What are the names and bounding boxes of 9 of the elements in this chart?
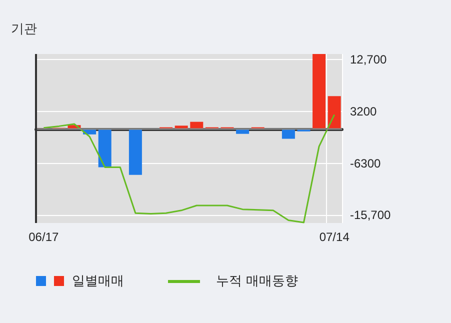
y-tick-label: -15,700 [350,208,392,222]
y-tick-label: 12,700 [350,52,388,66]
x-tick-label: 07/14 [319,230,350,244]
legend-label: 누적 매매동향 [216,273,298,290]
x-tick-label: 06/17 [28,230,59,244]
legend-label: 일별매매 [72,273,124,290]
y-tick-label: 3200 [350,104,378,118]
chart-title: 기관 [11,22,37,37]
y-tick-label: -6300 [350,156,382,170]
